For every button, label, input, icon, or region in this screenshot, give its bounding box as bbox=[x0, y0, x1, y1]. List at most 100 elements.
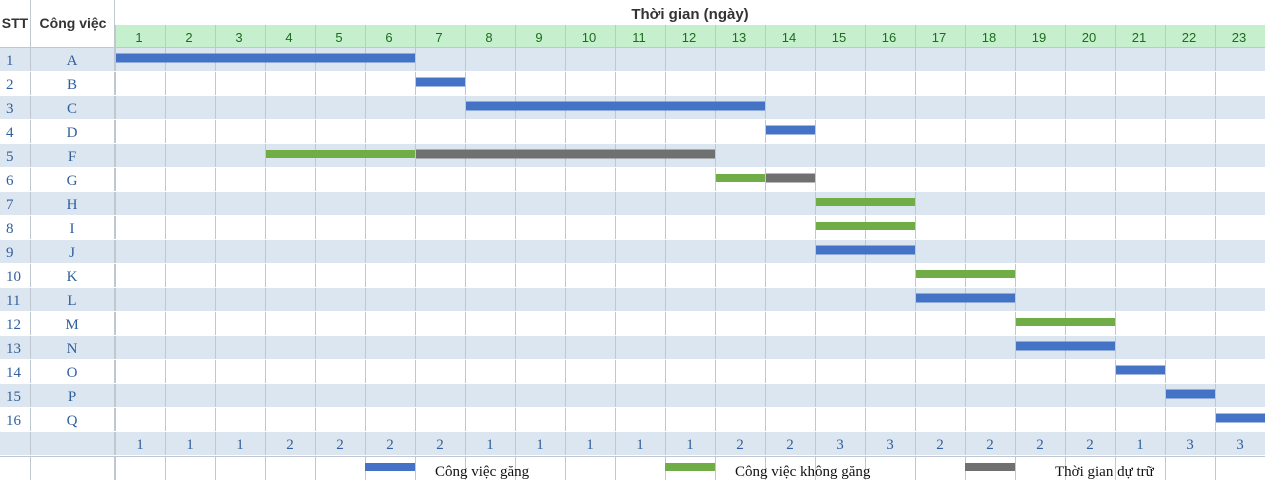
daily-counts: 1 1 1 2 2 2 2 1 1 1 1 1 2 2 3 3 2 2 2 2 1 3 3 bbox=[136, 437, 1244, 453]
daily-count: 2 bbox=[1036, 437, 1044, 453]
daily-count: 1 bbox=[186, 437, 194, 453]
day-number: 7 bbox=[435, 30, 442, 45]
time-header: Thời gian (ngày) bbox=[631, 6, 748, 23]
daily-count: 1 bbox=[636, 437, 644, 453]
row-band bbox=[0, 240, 1265, 264]
task-label: L bbox=[67, 293, 76, 309]
daily-count: 2 bbox=[286, 437, 294, 453]
stt-label: 8 bbox=[6, 221, 14, 237]
gantt-bar-critical bbox=[1016, 341, 1115, 351]
gantt-bar-critical bbox=[766, 125, 815, 135]
daily-count: 1 bbox=[236, 437, 244, 453]
stt-label: 7 bbox=[6, 197, 14, 213]
day-number: 17 bbox=[932, 30, 946, 45]
daily-count: 2 bbox=[336, 437, 344, 453]
day-number: 2 bbox=[185, 30, 192, 45]
daily-count: 2 bbox=[386, 437, 394, 453]
daily-count: 2 bbox=[736, 437, 744, 453]
gantt-bar-noncritical bbox=[816, 198, 915, 206]
daily-count: 3 bbox=[1236, 437, 1244, 453]
legend-label: Công việc không găng bbox=[735, 464, 871, 480]
task-label: F bbox=[68, 149, 76, 165]
day-number: 22 bbox=[1182, 30, 1196, 45]
daily-count: 3 bbox=[1186, 437, 1194, 453]
legend-swatch-slack bbox=[965, 463, 1015, 471]
task-label: B bbox=[67, 77, 77, 93]
stt-label: 16 bbox=[6, 413, 22, 429]
gantt-bar-slack bbox=[416, 149, 715, 159]
daily-count: 1 bbox=[686, 437, 694, 453]
stt-label: 12 bbox=[6, 317, 21, 333]
daily-count: 2 bbox=[936, 437, 944, 453]
gantt-bar-noncritical bbox=[716, 174, 765, 182]
legend-swatch-noncritical bbox=[665, 463, 715, 471]
gantt-bar-critical bbox=[916, 293, 1015, 303]
counts-band bbox=[0, 432, 1265, 456]
day-number: 20 bbox=[1082, 30, 1096, 45]
stt-label: 2 bbox=[6, 77, 14, 93]
stt-header: STT bbox=[2, 15, 29, 31]
day-number: 15 bbox=[832, 30, 846, 45]
gantt-bar-critical bbox=[816, 245, 915, 255]
row-labels: 1 A 2 B 3 C 4 D 5 F 6 G 7 H 8 I 9 J 10 K 11 L 12 M 13 N 14 O 15 P 16 Q bbox=[6, 53, 79, 429]
gantt-bar-noncritical bbox=[916, 270, 1015, 278]
daily-count: 1 bbox=[586, 437, 594, 453]
day-number: 5 bbox=[335, 30, 342, 45]
gantt-bars bbox=[116, 53, 1265, 423]
day-number: 19 bbox=[1032, 30, 1046, 45]
row-band bbox=[0, 288, 1265, 312]
task-label: J bbox=[69, 245, 75, 261]
task-label: G bbox=[67, 173, 78, 189]
stt-label: 1 bbox=[6, 53, 14, 69]
gantt-bar-noncritical bbox=[1016, 318, 1115, 326]
gantt-bar-critical bbox=[1166, 389, 1215, 399]
day-number: 12 bbox=[682, 30, 696, 45]
stt-label: 6 bbox=[6, 173, 14, 189]
stt-label: 3 bbox=[6, 101, 14, 117]
day-number: 10 bbox=[582, 30, 596, 45]
legend-swatch-critical bbox=[365, 463, 415, 471]
day-number: 3 bbox=[235, 30, 242, 45]
legend-label: Công việc găng bbox=[435, 464, 530, 480]
day-number: 16 bbox=[882, 30, 896, 45]
stt-label: 13 bbox=[6, 341, 21, 357]
day-number: 18 bbox=[982, 30, 996, 45]
stt-label: 10 bbox=[6, 269, 21, 285]
task-label: H bbox=[67, 197, 78, 213]
day-number: 11 bbox=[632, 30, 646, 45]
gantt-bar-slack bbox=[766, 173, 815, 183]
gantt-bar-noncritical bbox=[816, 222, 915, 230]
row-band bbox=[0, 192, 1265, 216]
gantt-bar-noncritical bbox=[266, 150, 415, 158]
task-label: K bbox=[67, 269, 78, 285]
day-number: 9 bbox=[535, 30, 542, 45]
gantt-bar-critical bbox=[416, 77, 465, 87]
task-label: N bbox=[67, 341, 78, 357]
day-number: 14 bbox=[782, 30, 796, 45]
stt-label: 11 bbox=[6, 293, 20, 309]
day-number: 23 bbox=[1232, 30, 1246, 45]
stt-label: 15 bbox=[6, 389, 21, 405]
task-label: D bbox=[67, 125, 78, 141]
daily-count: 2 bbox=[786, 437, 794, 453]
task-header: Công việc bbox=[40, 15, 107, 31]
daily-count: 1 bbox=[486, 437, 494, 453]
day-number: 6 bbox=[385, 30, 392, 45]
row-band bbox=[0, 384, 1265, 408]
stt-label: 4 bbox=[6, 125, 14, 141]
daily-count: 3 bbox=[836, 437, 844, 453]
day-number: 8 bbox=[485, 30, 492, 45]
legend: Công việc găng Công việc không găng Thời g… bbox=[365, 463, 1155, 480]
daily-count: 2 bbox=[436, 437, 444, 453]
task-label: Q bbox=[67, 413, 78, 429]
daily-count: 1 bbox=[136, 437, 144, 453]
day-number: 13 bbox=[732, 30, 746, 45]
task-label: I bbox=[70, 221, 75, 237]
legend-label: Thời gian dự trữ bbox=[1055, 464, 1155, 480]
task-label: M bbox=[65, 317, 78, 333]
gantt-bar-critical bbox=[1116, 365, 1165, 375]
gantt-bar-critical bbox=[1216, 413, 1265, 423]
task-label: A bbox=[67, 53, 78, 69]
stt-label: 14 bbox=[6, 365, 22, 381]
